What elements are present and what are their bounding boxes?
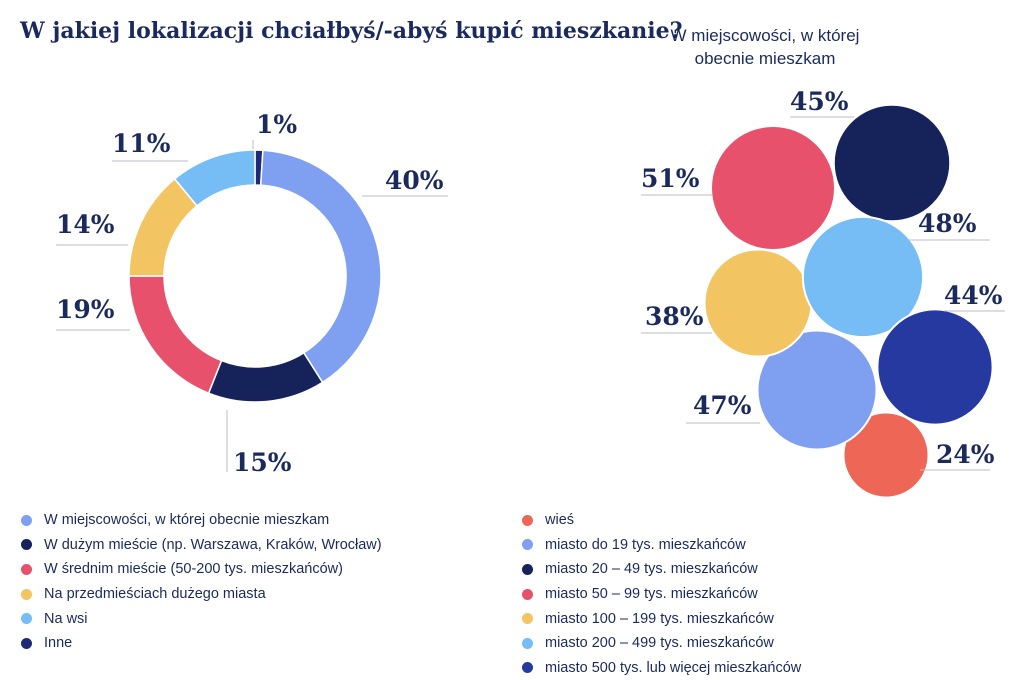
bubble (801, 215, 925, 339)
legend-label: W dużym mieście (np. Warszawa, Kraków, W… (44, 536, 382, 553)
legend-label: W miejscowości, w której obecnie mieszka… (44, 512, 330, 529)
bubble (842, 411, 930, 499)
bubble (703, 248, 813, 358)
bubble-data-label: 44% (944, 281, 1003, 310)
legend-swatch (21, 563, 32, 575)
legend-label: miasto 50 – 99 tys. mieszkańców (545, 586, 758, 603)
legend-swatch (522, 563, 533, 575)
donut-data-label: 1% (256, 110, 297, 139)
donut-data-label: 14% (56, 210, 115, 239)
donut-slice (259, 149, 382, 384)
bubble-data-label: 45% (790, 87, 849, 116)
legend-item: W dużym mieście (np. Warszawa, Kraków, W… (21, 533, 382, 558)
legend-swatch (522, 514, 533, 526)
legend-item: Na wsi (21, 606, 382, 631)
bubble-title-line-1: W miejscowości, w której (670, 26, 860, 45)
legend-item: Inne (21, 631, 382, 656)
donut-legend: W miejscowości, w której obecnie mieszka… (21, 508, 382, 656)
legend-swatch (522, 637, 533, 649)
legend-item: Na przedmieściach dużego miasta (21, 582, 382, 607)
legend-item: miasto 200 – 499 tys. mieszkańców (522, 631, 801, 656)
legend-label: miasto 500 tys. lub więcej mieszkańców (545, 659, 802, 676)
legend-item: miasto 100 – 199 tys. mieszkańców (522, 606, 801, 631)
donut-slice (128, 275, 223, 395)
legend-item: miasto 50 – 99 tys. mieszkańców (522, 582, 801, 607)
bubble-data-label: 48% (918, 209, 977, 238)
donut-slice (207, 351, 324, 403)
bubble (876, 308, 994, 426)
donut-data-label: 11% (112, 129, 171, 158)
bubble-data-label: 47% (693, 391, 752, 420)
legend-item: miasto 500 tys. lub więcej mieszkańców (522, 656, 801, 680)
legend-item: wieś (522, 508, 801, 533)
legend-item: W miejscowości, w której obecnie mieszka… (21, 508, 382, 533)
donut-data-label: 40% (385, 166, 444, 195)
bubble (710, 125, 836, 251)
donut-chart: 1% 40% 15% 19% 14% 11% (56, 110, 448, 477)
bubble-legend: wieś miasto do 19 tys. mieszkańców miasto … (522, 508, 801, 680)
donut-data-label: 15% (233, 448, 292, 477)
legend-label: miasto 200 – 499 tys. mieszkańców (545, 635, 774, 652)
legend-label: miasto 100 – 199 tys. mieszkańców (545, 610, 774, 627)
legend-swatch (522, 588, 533, 600)
bubble-chart-title: W miejscowości, w której obecnie mieszka… (660, 24, 870, 70)
bubble (756, 329, 878, 451)
legend-swatch (21, 637, 32, 649)
donut-slice (173, 149, 256, 207)
legend-item: miasto 20 – 49 tys. mieszkańców (522, 557, 801, 582)
legend-item: miasto do 19 tys. mieszkańców (522, 533, 801, 558)
legend-swatch (21, 613, 32, 625)
legend-swatch (21, 514, 32, 526)
bubble (832, 103, 952, 223)
legend-swatch (21, 539, 32, 551)
legend-label: Na przedmieściach dużego miasta (44, 586, 266, 603)
bubble-data-label: 51% (641, 164, 700, 193)
bubble-chart: 24% 47% 45% 51% 38% 48% 44% (641, 87, 1005, 499)
legend-label: miasto 20 – 49 tys. mieszkańców (545, 561, 758, 578)
legend-label: Inne (44, 635, 73, 652)
bubble-data-label: 24% (936, 440, 995, 469)
donut-data-label: 19% (56, 295, 115, 324)
bubble-title-line-2: obecnie mieszkam (694, 49, 836, 68)
legend-label: Na wsi (44, 610, 88, 627)
bubble-data-label: 38% (645, 302, 704, 331)
legend-item: W średnim mieście (50-200 tys. mieszkańc… (21, 557, 382, 582)
legend-label: miasto do 19 tys. mieszkańców (545, 536, 746, 553)
legend-swatch (522, 613, 533, 625)
legend-swatch (522, 662, 533, 674)
legend-label: W średnim mieście (50-200 tys. mieszkańc… (44, 561, 343, 578)
chart-title: W jakiej lokalizacji chciałbyś/-abyś kup… (20, 18, 683, 44)
legend-swatch (522, 539, 533, 551)
legend-label: wieś (545, 512, 575, 529)
legend-swatch (21, 588, 32, 600)
